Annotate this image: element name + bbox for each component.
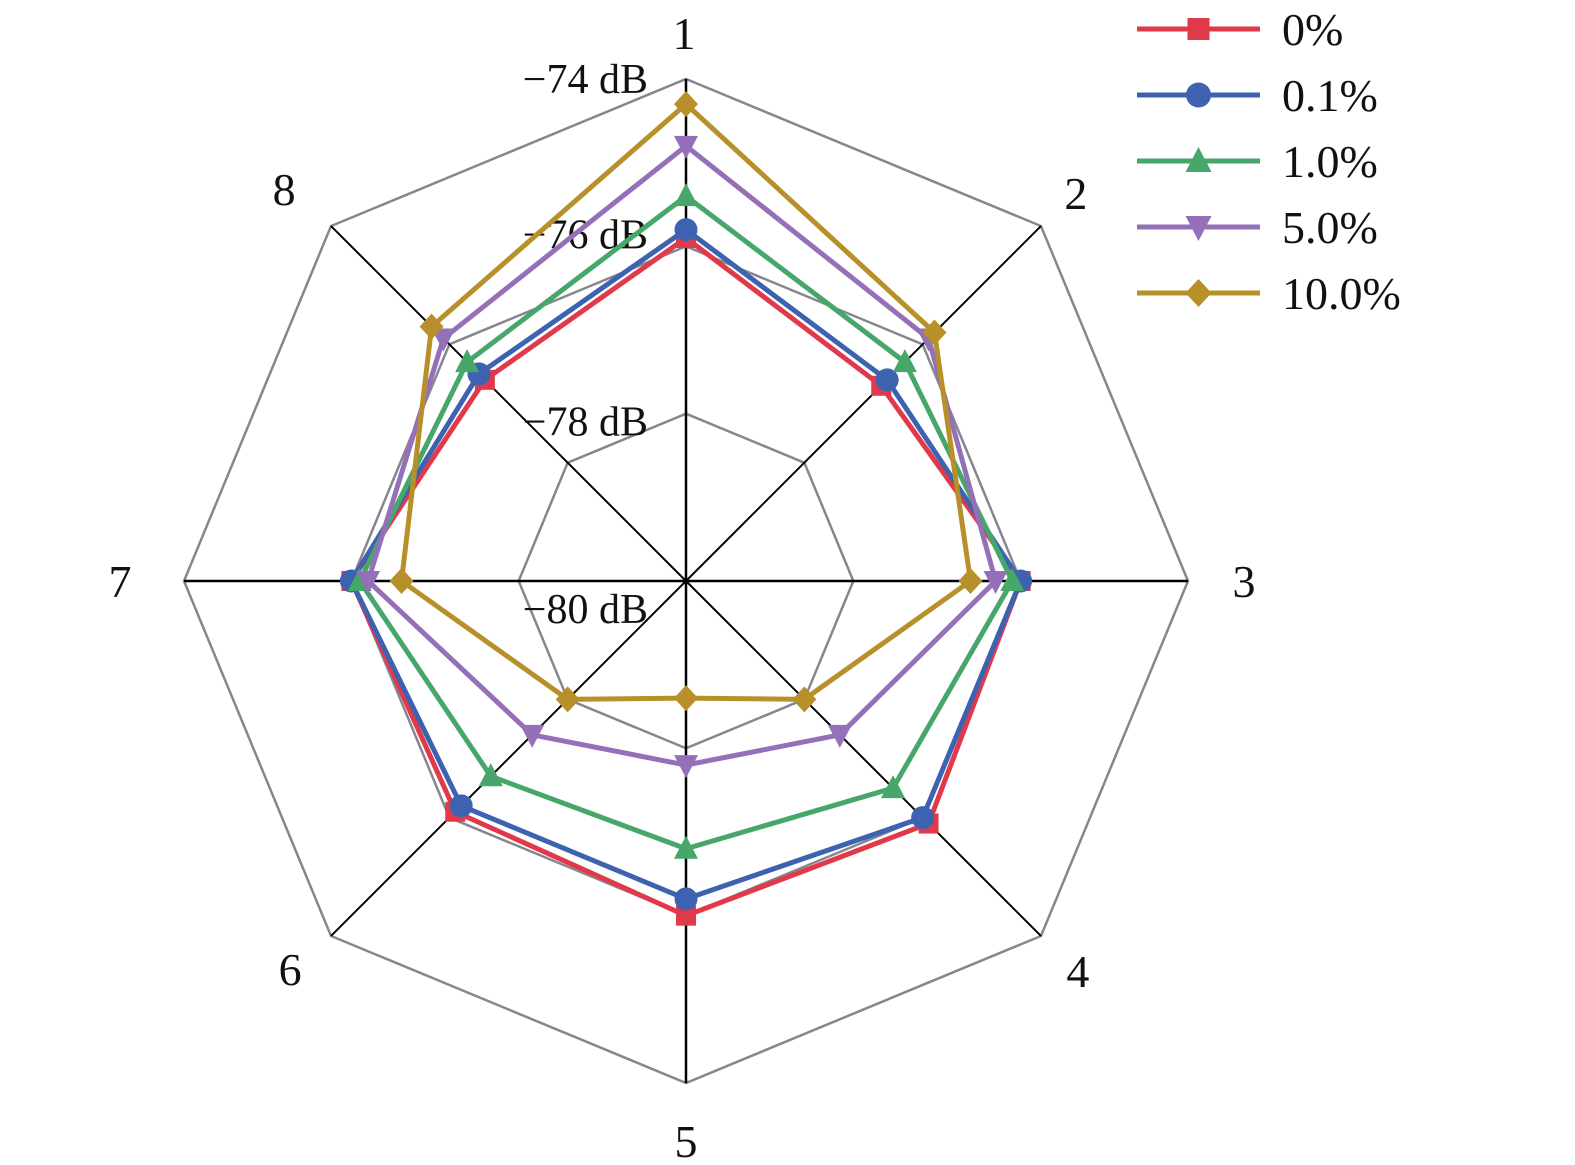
data-point	[674, 183, 698, 207]
category-label: 6	[279, 944, 302, 995]
ring-label: −78 dB	[523, 400, 648, 446]
data-point	[419, 313, 444, 340]
data-point	[478, 763, 503, 787]
ring-label: −80 dB	[523, 587, 648, 633]
category-label: 3	[1233, 556, 1256, 607]
data-point	[520, 724, 545, 748]
data-point	[892, 349, 917, 373]
legend-item: 1.0%	[1137, 136, 1378, 187]
legend-marker	[1185, 279, 1212, 307]
data-point	[431, 328, 456, 352]
data-point	[356, 571, 381, 594]
legend: 0% 0.1% 1.0% 5.0% 10.0%	[1137, 4, 1401, 319]
legend-label: 1.0%	[1282, 136, 1378, 187]
legend-item: 0%	[1137, 4, 1343, 55]
data-point	[455, 349, 480, 373]
data-point	[676, 905, 696, 926]
ring-label: −76 dB	[523, 212, 648, 258]
category-label: 2	[1064, 168, 1087, 219]
data-point	[827, 724, 852, 748]
axis-line	[330, 580, 687, 937]
category-label: 5	[675, 1116, 698, 1165]
axis-line	[685, 225, 1042, 582]
category-label: 4	[1066, 946, 1089, 997]
legend-label: 0%	[1282, 4, 1343, 55]
data-point	[389, 568, 414, 594]
category-labels: 1 2 3 4 5 6 7 8	[109, 8, 1256, 1165]
axis-line	[685, 580, 1042, 937]
category-label: 1	[673, 8, 696, 59]
data-point	[875, 368, 899, 392]
series-5	[389, 91, 983, 713]
data-point	[674, 755, 698, 779]
data-point	[674, 135, 698, 159]
legend-label: 10.0%	[1282, 268, 1401, 319]
legend-item: 0.1%	[1137, 70, 1378, 121]
data-point	[792, 686, 817, 713]
data-point	[449, 794, 473, 818]
data-point	[911, 806, 935, 830]
data-point	[555, 686, 580, 713]
legend-label: 0.1%	[1282, 70, 1378, 121]
data-point	[674, 887, 698, 911]
data-point	[881, 775, 906, 799]
radar-series	[339, 91, 1033, 926]
legend-marker	[1185, 216, 1212, 241]
data-point	[674, 218, 698, 242]
ring-label: −74 dB	[523, 57, 648, 103]
category-label: 7	[109, 556, 132, 607]
data-point	[674, 91, 698, 118]
data-point	[983, 571, 1008, 594]
legend-marker	[1187, 18, 1210, 40]
radar-axes	[184, 79, 1188, 1083]
axis-line	[330, 225, 687, 582]
data-point	[674, 835, 698, 859]
ring-labels: −74 dB −76 dB −78 dB −80 dB	[523, 57, 648, 633]
legend-marker	[1185, 147, 1212, 172]
legend-marker	[1186, 82, 1211, 108]
data-point	[674, 685, 698, 712]
data-point	[958, 568, 983, 594]
data-point	[1000, 568, 1025, 591]
legend-item: 10.0%	[1137, 268, 1401, 319]
legend-label: 5.0%	[1282, 202, 1378, 253]
data-point	[922, 319, 947, 346]
legend-item: 5.0%	[1137, 202, 1378, 253]
category-label: 8	[273, 164, 296, 215]
